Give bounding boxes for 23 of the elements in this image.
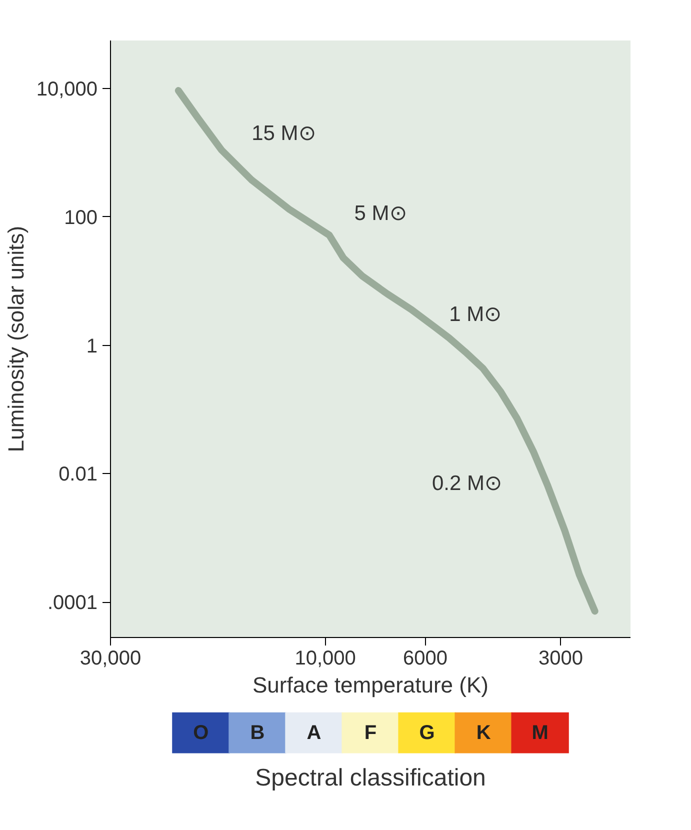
- y-tick-label: 10,000: [36, 78, 98, 101]
- text: K: [476, 722, 492, 744]
- text: O: [193, 722, 209, 744]
- text: M: [532, 722, 548, 744]
- y-tick-label: .0001: [47, 592, 98, 614]
- x-tick-label: 30,000: [80, 648, 142, 670]
- annotation: 1 M⊙: [449, 302, 502, 326]
- text: F: [364, 722, 377, 744]
- y-tick-label: 1: [86, 335, 98, 358]
- annotation: 15 M⊙: [252, 122, 316, 146]
- text: B: [250, 722, 265, 744]
- annotation: 5 M⊙: [354, 202, 408, 226]
- y-tick-label: 0.01: [58, 464, 98, 486]
- y-tick-label: 100: [64, 206, 98, 229]
- annotation: 0.2 M⊙: [432, 472, 503, 496]
- text: Spectral classification: [255, 764, 486, 792]
- x-tick-label: 10,000: [294, 648, 356, 670]
- text: G: [419, 722, 435, 744]
- x-tick-label: 3000: [538, 648, 584, 670]
- text: A: [306, 722, 322, 744]
- y-axis-title: Luminosity (solar units): [3, 226, 28, 452]
- x-tick-label: 6000: [402, 648, 448, 670]
- x-axis-title: Surface temperature (K): [252, 672, 488, 698]
